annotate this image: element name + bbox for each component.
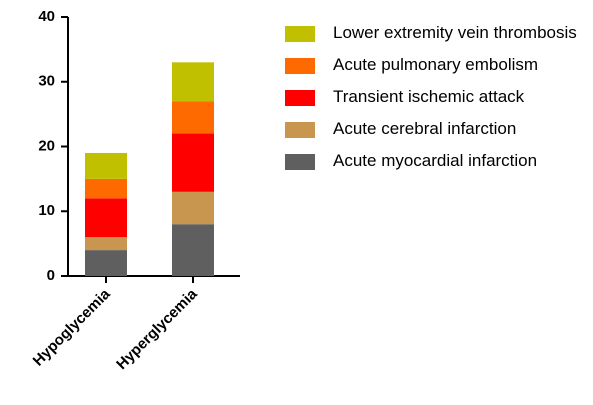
legend-item: Transient ischemic attack [285,86,591,107]
bar-segment [172,224,214,276]
bar-segment [85,237,127,251]
legend-label: Transient ischemic attack [333,87,525,106]
y-tick-label: 20 [38,137,55,154]
legend-swatch [285,58,315,74]
bar-segment [172,62,214,102]
bar-segment [85,152,127,179]
legend-label: Acute pulmonary embolism [333,55,539,74]
y-tick-label: 10 [38,202,55,219]
y-tick-label: 30 [38,73,55,90]
legend-item: Acute pulmonary embolism [285,54,591,75]
legend: Lower extremity vein thrombosis Acute pul… [285,22,591,171]
legend-swatch [285,122,315,138]
legend-item: Lower extremity vein thrombosis [285,22,591,43]
legend-label: Acute myocardial infarction [333,151,538,170]
x-tick-label: Hyperglycemia [113,285,201,373]
legend-label: Acute cerebral infarction [333,119,517,138]
legend-item: Acute cerebral infarction [285,118,591,139]
legend-swatch [285,26,315,42]
legend-item: Acute myocardial infarction [285,150,591,171]
y-tick-label: 0 [47,267,55,284]
legend-swatch [285,154,315,170]
bar-segment [85,250,127,276]
bar-segment [172,191,214,225]
x-tick-label: Hypoglycemia [30,285,114,369]
bar-segment [85,178,127,199]
bar-segment [85,198,127,238]
bar-segment [172,133,214,192]
legend-label: Lower extremity vein thrombosis [333,23,577,42]
legend-swatch [285,90,315,106]
y-tick-label: 40 [38,8,55,25]
bar-segment [172,101,214,134]
